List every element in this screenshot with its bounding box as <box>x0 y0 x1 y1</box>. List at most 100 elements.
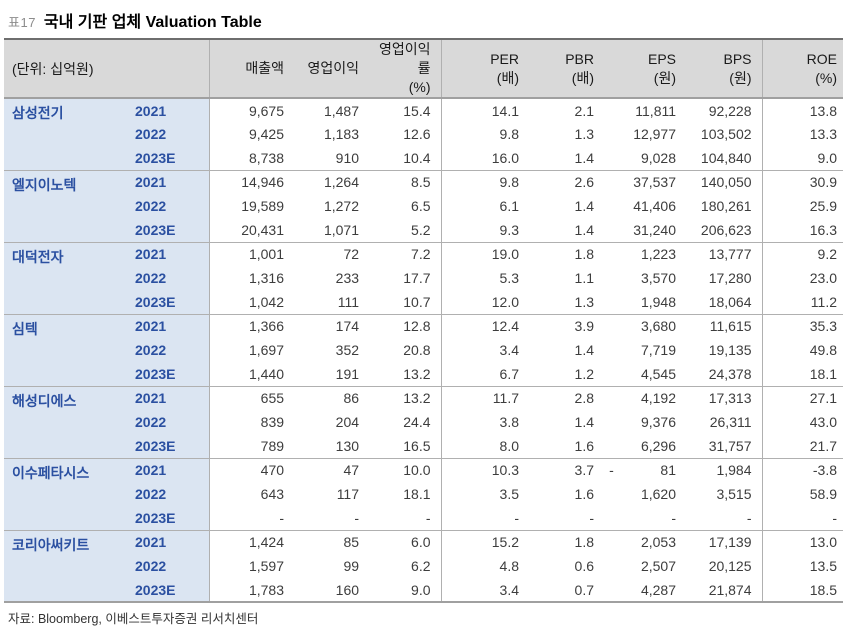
value-cell: 43.0 <box>809 414 838 430</box>
value-cell: 27.1 <box>762 385 843 410</box>
value-cell: 9.0 <box>369 578 442 602</box>
value-cell: 41,406 <box>633 198 677 214</box>
value-cell: 10.3 <box>441 457 530 482</box>
table-row: 2022 19,589 1,272 6.5 6.1 1.4 41,406 180,261 25.… <box>4 194 843 218</box>
value-cell: 117 <box>336 486 360 502</box>
year-cell: 2021 <box>119 313 210 338</box>
value-cell: 3.5 <box>499 486 520 502</box>
value-cell: 9,376 <box>640 414 677 430</box>
value-cell: 92,228 <box>686 98 763 122</box>
table-row: 2023E 8,738 910 10.4 16.0 1.4 9,028 104,840 9.0 <box>4 146 843 170</box>
year-cell: 2021 <box>119 241 210 266</box>
value-cell: 12.6 <box>369 122 442 146</box>
value-cell: 9.0 <box>817 149 838 166</box>
value-cell: 30.9 <box>762 169 843 194</box>
value-cell: 180,261 <box>686 194 763 218</box>
col-header-eps: EPS (원) <box>604 39 687 99</box>
company-name: 삼성전기 <box>4 98 119 170</box>
value-cell: 20,125 <box>686 554 763 578</box>
col-header-operating-margin: 영업이익률 (%) <box>369 39 442 99</box>
value-cell: 17.7 <box>369 266 442 290</box>
year-cell: 2022 <box>119 266 210 290</box>
year-cell: 2022 <box>119 338 210 362</box>
value-cell: 8.0 <box>499 437 520 454</box>
value-cell: 17,280 <box>686 266 763 290</box>
value-cell: 4,287 <box>640 581 677 598</box>
value-cell: 1.4 <box>574 149 595 166</box>
value-cell: 1,424 <box>209 529 295 554</box>
year-cell: 2023E <box>119 578 210 602</box>
value-cell: 15.4 <box>369 98 442 122</box>
value-cell: 49.8 <box>809 342 838 358</box>
value-cell: 191 <box>335 365 360 382</box>
value-cell: 9,425 <box>248 126 285 142</box>
value-cell: 31,757 <box>686 434 763 458</box>
company-name: 이수페타시스 <box>4 457 119 530</box>
company-name: 해성디에스 <box>4 385 119 458</box>
value-cell: 3,570 <box>640 270 677 286</box>
value-cell: 13.5 <box>809 558 838 574</box>
value-cell: 1.6 <box>574 437 595 454</box>
table-row: 코리아써키트 2021 1,424 85 6.0 15.2 1.8 2,053 17,139 13… <box>4 529 843 602</box>
value-cell: 655 <box>209 385 295 410</box>
value-cell: 2,053 <box>604 529 687 554</box>
value-cell: 7.2 <box>369 241 442 266</box>
value-cell: 3.4 <box>499 581 520 598</box>
company-name: 엘지이노텍 <box>4 169 119 242</box>
value-cell: 21.7 <box>809 437 838 454</box>
value-cell: - <box>354 509 360 526</box>
value-cell: 19,135 <box>686 338 763 362</box>
valuation-table: (단위: 십억원) 매출액 영업이익 영업이익률 (%) PER (배) <box>4 38 843 603</box>
value-cell: 470 <box>209 457 295 482</box>
value-cell: 17,313 <box>686 385 763 410</box>
value-cell: 910 <box>335 149 360 166</box>
value-cell: - <box>589 509 595 526</box>
year-cell: 2023E <box>119 362 210 386</box>
value-cell: 9.3 <box>499 221 520 238</box>
value-cell: 0.6 <box>574 558 595 574</box>
value-cell: 233 <box>335 270 360 286</box>
value-cell: 3,515 <box>686 482 763 506</box>
table-row: 2023E 1,783 160 9.0 3.4 0.7 4,287 21,874 18.5 <box>4 578 843 602</box>
value-cell: 13.3 <box>809 126 838 142</box>
value-cell: 47 <box>294 457 370 482</box>
table-row: 2022 1,697 352 20.8 3.4 1.4 7,719 19,135 49.8 <box>4 338 843 362</box>
value-cell: 1,948 <box>640 293 677 310</box>
value-cell: 1,316 <box>248 270 285 286</box>
year-cell: 2022 <box>119 194 210 218</box>
value-cell: 1,071 <box>323 221 360 238</box>
value-cell: - <box>671 509 677 526</box>
value-cell: 1.8 <box>529 241 605 266</box>
table-number-tag: 표17 <box>8 15 36 30</box>
value-cell: 16.0 <box>491 149 520 166</box>
value-cell: 1.8 <box>529 529 605 554</box>
value-cell: 6,296 <box>640 437 677 454</box>
company-name: 코리아써키트 <box>4 529 119 602</box>
value-cell: - <box>514 509 520 526</box>
value-cell: 1,183 <box>323 126 360 142</box>
value-cell: 16.5 <box>369 434 442 458</box>
value-cell: -3.8 <box>762 457 843 482</box>
value-cell: 1,487 <box>323 102 360 119</box>
value-cell: 12,977 <box>633 126 677 142</box>
table-row: 2023E - - - - - - - - <box>4 506 843 530</box>
value-cell: 25.9 <box>809 198 838 214</box>
value-cell: 13,777 <box>686 241 763 266</box>
table-row: 2023E 789 130 16.5 8.0 1.6 6,296 31,757 21.7 <box>4 434 843 458</box>
value-cell: 1.1 <box>574 270 595 286</box>
table-row: 2023E 20,431 1,071 5.2 9.3 1.4 31,240 206,623 16… <box>4 218 843 242</box>
value-cell: 18,064 <box>686 290 763 314</box>
value-cell: 86 <box>294 385 370 410</box>
value-cell: 3.8 <box>499 414 520 430</box>
value-cell: 352 <box>335 342 360 358</box>
year-cell: 2022 <box>119 410 210 434</box>
value-cell: 2.6 <box>529 169 605 194</box>
value-cell: 19.0 <box>441 241 530 266</box>
value-cell: 11,615 <box>686 313 763 338</box>
table-row: 심텍 2021 1,366 174 12.8 12.4 3.9 3,680 11,615 35.3 <box>4 313 843 386</box>
value-cell: 24.4 <box>369 410 442 434</box>
table-row: 2022 839 204 24.4 3.8 1.4 9,376 26,311 43.0 <box>4 410 843 434</box>
value-cell: 6.7 <box>499 365 520 382</box>
value-cell: 1.4 <box>574 342 595 358</box>
